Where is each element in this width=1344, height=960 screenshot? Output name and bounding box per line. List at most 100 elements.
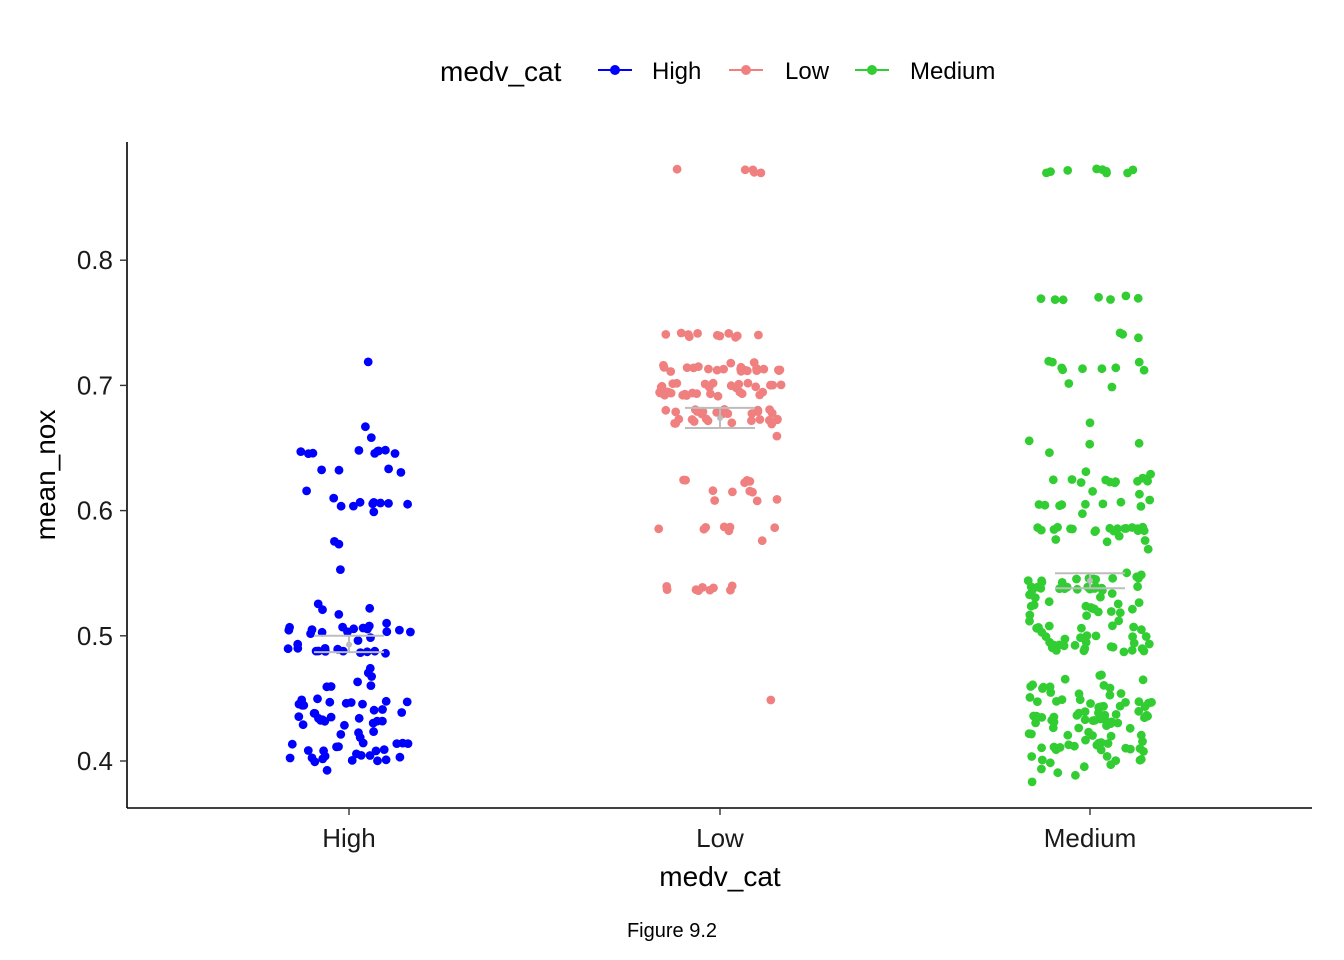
data-point-high <box>314 646 323 656</box>
data-point-medium <box>1106 295 1115 304</box>
data-point-high <box>308 448 318 458</box>
data-point-high <box>320 644 330 653</box>
data-point-low <box>674 414 684 424</box>
data-point-high <box>349 501 358 511</box>
data-point-low <box>726 358 736 368</box>
data-point-high <box>390 449 400 458</box>
data-point-medium <box>1101 475 1111 485</box>
data-point-medium <box>1085 439 1095 449</box>
data-point-medium <box>1108 573 1118 583</box>
data-point-high <box>361 422 370 432</box>
data-point-low <box>679 475 688 485</box>
data-point-low <box>772 431 782 441</box>
data-point-medium <box>1044 621 1054 631</box>
data-point-high <box>395 625 404 635</box>
data-point-medium <box>1114 616 1124 626</box>
data-point-medium <box>1106 731 1116 741</box>
data-point-high <box>373 756 382 766</box>
data-point-medium <box>1102 752 1112 761</box>
data-point-medium <box>1038 684 1047 693</box>
data-point-medium <box>1095 671 1105 680</box>
data-point-high <box>336 501 346 511</box>
data-point-medium <box>1110 478 1120 488</box>
data-point-low <box>672 378 682 388</box>
data-point-medium <box>1060 674 1070 684</box>
data-point-low <box>755 415 765 424</box>
data-point-medium <box>1103 739 1113 748</box>
data-point-medium <box>1058 295 1068 305</box>
data-point-medium <box>1059 641 1069 651</box>
data-point-high <box>355 497 365 507</box>
data-point-medium <box>1092 164 1101 174</box>
data-point-medium <box>1143 544 1153 554</box>
data-point-medium <box>1139 365 1149 375</box>
data-point-low <box>737 389 747 399</box>
data-point-medium <box>1091 575 1101 584</box>
data-point-medium <box>1051 535 1061 544</box>
data-point-low <box>708 486 718 496</box>
data-point-medium <box>1135 489 1144 499</box>
data-point-low <box>654 524 664 534</box>
data-point-high <box>369 507 379 517</box>
data-point-low <box>736 364 746 374</box>
data-point-medium <box>1134 573 1143 583</box>
data-point-low <box>672 164 682 174</box>
data-point-low <box>719 522 729 532</box>
data-point-high <box>340 720 349 730</box>
data-point-low <box>699 524 709 534</box>
data-point-medium <box>1097 364 1107 374</box>
data-point-low <box>740 478 749 488</box>
data-point-high <box>318 605 327 615</box>
data-point-low <box>659 363 669 372</box>
data-point-medium <box>1085 418 1095 428</box>
data-point-medium <box>1098 499 1108 509</box>
data-point-low <box>655 388 665 398</box>
data-point-low <box>775 365 785 375</box>
y-tick-label: 0.8 <box>77 245 113 275</box>
data-point-medium <box>1048 723 1058 733</box>
data-point-low <box>767 408 777 418</box>
data-point-medium <box>1134 357 1144 367</box>
data-point-low <box>751 382 761 392</box>
data-point-low <box>692 407 702 416</box>
data-point-high <box>296 447 306 456</box>
data-point-low <box>691 585 701 595</box>
x-axis-title: medv_cat <box>659 861 781 892</box>
data-point-low <box>766 695 776 705</box>
data-point-medium <box>1037 576 1046 586</box>
data-point-low <box>701 414 711 424</box>
data-point-high <box>353 677 362 687</box>
data-point-medium <box>1076 478 1086 487</box>
data-point-low <box>754 330 763 340</box>
data-point-low <box>724 329 734 338</box>
data-point-high <box>352 749 361 759</box>
data-point-medium <box>1145 495 1155 505</box>
data-point-low <box>752 496 762 506</box>
data-point-high <box>373 446 383 456</box>
data-point-medium <box>1133 524 1142 534</box>
data-point-medium <box>1106 719 1115 729</box>
data-point-medium <box>1037 764 1046 774</box>
data-point-high <box>378 705 387 714</box>
data-point-medium <box>1091 631 1101 641</box>
y-tick-label: 0.5 <box>77 621 113 651</box>
data-point-medium <box>1033 523 1043 532</box>
data-point-high <box>403 739 413 748</box>
data-point-medium <box>1053 768 1063 778</box>
data-point-low <box>740 165 750 175</box>
data-point-medium <box>1106 607 1116 616</box>
data-point-high <box>294 712 304 721</box>
data-point-medium <box>1138 737 1147 746</box>
data-point-medium <box>1051 745 1061 755</box>
data-point-medium <box>1081 735 1090 745</box>
data-point-low <box>706 389 715 399</box>
legend-label-low: Low <box>785 58 830 85</box>
data-point-high <box>384 464 393 474</box>
data-point-high <box>284 625 294 635</box>
data-point-high <box>358 738 368 748</box>
data-point-high <box>381 755 391 765</box>
data-point-medium <box>1075 695 1085 705</box>
data-point-medium <box>1031 718 1040 728</box>
data-point-medium <box>1129 638 1139 648</box>
figure-caption: Figure 9.2 <box>626 920 718 942</box>
